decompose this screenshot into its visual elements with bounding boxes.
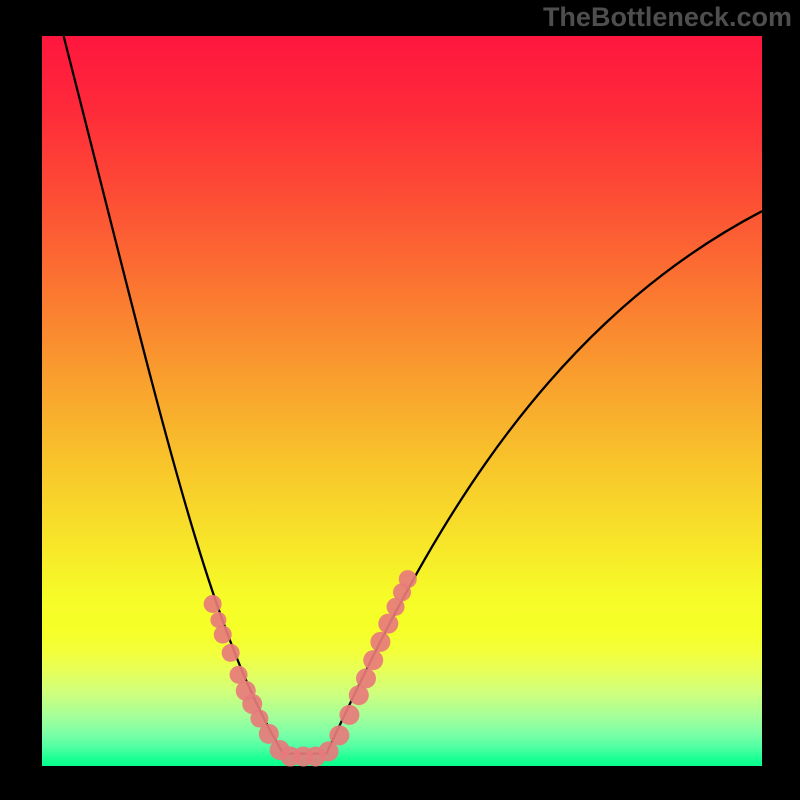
data-marker [356, 668, 376, 688]
data-marker [214, 626, 232, 644]
left-curve [64, 36, 284, 754]
data-marker [370, 632, 390, 652]
data-marker [204, 595, 222, 613]
right-curve [326, 211, 762, 753]
watermark-text: TheBottleneck.com [543, 2, 792, 33]
data-marker [363, 650, 383, 670]
data-marker [222, 644, 240, 662]
curve-layer [0, 0, 800, 800]
chart-stage: TheBottleneck.com [0, 0, 800, 800]
data-marker [210, 612, 226, 628]
data-marker [329, 725, 349, 745]
data-marker [378, 614, 398, 634]
data-marker [339, 705, 359, 725]
data-marker [399, 570, 417, 588]
